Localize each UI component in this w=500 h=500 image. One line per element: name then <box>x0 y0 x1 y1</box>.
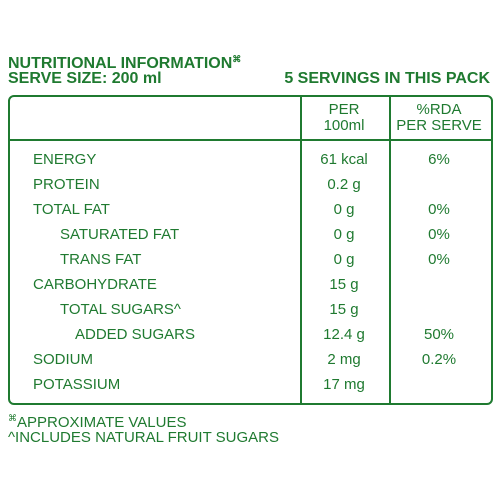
header-divider <box>8 139 493 141</box>
column-divider <box>389 95 391 405</box>
nutrient-name: POTASSIUM <box>33 376 121 393</box>
column-header: PER SERVE <box>396 117 482 134</box>
nutrient-name: ADDED SUGARS <box>75 326 196 343</box>
footnote: ^INCLUDES NATURAL FRUIT SUGARS <box>8 429 279 446</box>
footnote-text: INCLUDES NATURAL FRUIT SUGARS <box>15 429 279 446</box>
per-100ml: 12.4 g <box>323 326 365 343</box>
title: NUTRITIONAL INFORMATION⌘ <box>8 51 241 72</box>
rda: 0% <box>428 226 450 243</box>
table-border <box>8 95 493 405</box>
per-100ml: 61 kcal <box>320 151 368 168</box>
column-header: 100ml <box>323 117 365 134</box>
nutrient-name: SATURATED FAT <box>60 226 180 243</box>
nutrient-name: TRANS FAT <box>60 251 142 268</box>
per-100ml: 0.2 g <box>327 176 361 193</box>
per-100ml: 2 mg <box>327 351 361 368</box>
title-text: NUTRITIONAL INFORMATION <box>8 55 233 72</box>
nutrient-name: TOTAL SUGARS^ <box>60 301 181 318</box>
footnote: ⌘APPROXIMATE VALUES <box>8 410 187 431</box>
nutrient-name: TOTAL FAT <box>33 201 110 218</box>
footnote-text: APPROXIMATE VALUES <box>17 414 187 431</box>
column-header: %RDA <box>416 101 462 118</box>
per-100ml: 0 g <box>333 251 355 268</box>
serve-size: SERVE SIZE: 200 ml <box>8 70 162 87</box>
nutrient-name: CARBOHYDRATE <box>33 276 157 293</box>
nutrient-name: SODIUM <box>33 351 93 368</box>
column-divider <box>300 95 302 405</box>
nutrient-name: PROTEIN <box>33 176 100 193</box>
footnote-mark: ^ <box>8 429 16 446</box>
column-header: PER <box>328 101 360 118</box>
nutrient-name: ENERGY <box>33 151 97 168</box>
per-100ml: 15 g <box>329 301 359 318</box>
servings: 5 SERVINGS IN THIS PACK <box>284 70 490 87</box>
rda: 6% <box>428 151 450 168</box>
per-100ml: 0 g <box>333 226 355 243</box>
rda: 50% <box>423 326 455 343</box>
per-100ml: 0 g <box>333 201 355 218</box>
title-mark: ⌘ <box>232 54 242 64</box>
rda: 0.2% <box>421 351 457 368</box>
rda: 0% <box>428 251 450 268</box>
rda: 0% <box>428 201 450 218</box>
per-100ml: 15 g <box>329 276 359 293</box>
footnote-mark: ⌘ <box>8 413 17 423</box>
per-100ml: 17 mg <box>323 376 365 393</box>
